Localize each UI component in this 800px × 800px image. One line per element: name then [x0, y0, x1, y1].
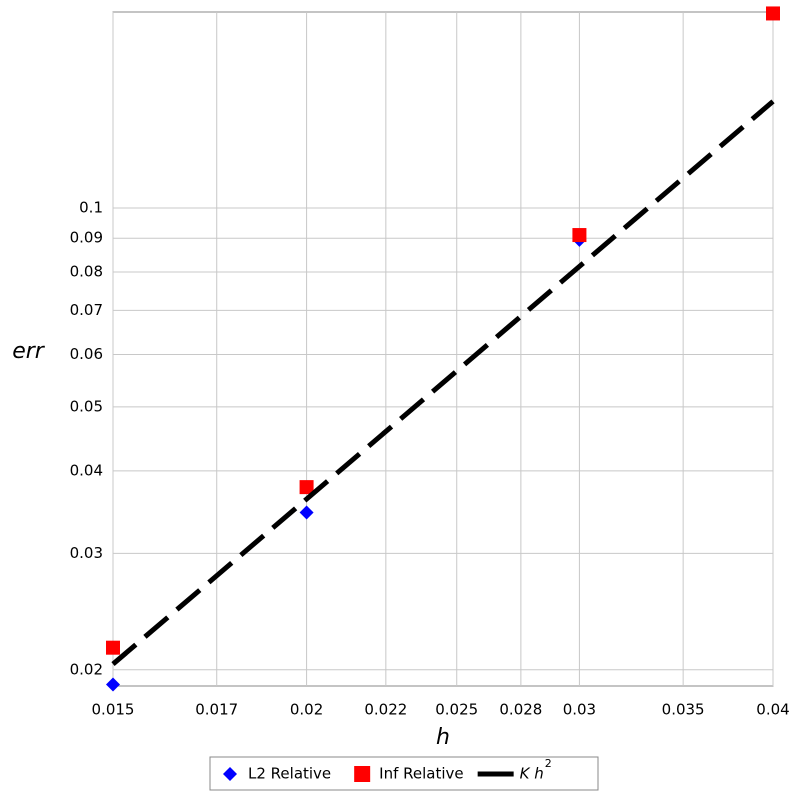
- plot-area: [112, 11, 774, 687]
- point: [299, 505, 314, 520]
- y-tick-label: 0.08: [70, 263, 103, 281]
- legend-superscript: 2: [545, 757, 552, 770]
- y-tick-label: 0.03: [70, 544, 103, 562]
- y-axis-label: err: [12, 339, 46, 364]
- point: [766, 6, 780, 21]
- y-tick-label: 0.02: [70, 660, 103, 678]
- legend-label: Inf Relative: [379, 765, 463, 783]
- y-tick-label: 0.07: [70, 301, 103, 319]
- legend-label: K h: [520, 765, 544, 783]
- y-tick-label: 0.06: [70, 345, 103, 363]
- legend-swatch: [223, 767, 237, 781]
- x-tick-label: 0.035: [662, 701, 705, 719]
- y-tick-label: 0.04: [70, 461, 103, 479]
- x-axis-label: h: [436, 725, 450, 750]
- y-tick-label: 0.09: [70, 229, 103, 247]
- x-tick-label: 0.025: [435, 701, 478, 719]
- x-tick-label: 0.028: [499, 701, 542, 719]
- point: [106, 677, 120, 692]
- point: [106, 640, 120, 655]
- legend-box: [209, 756, 599, 791]
- legend-swatch: [354, 766, 371, 782]
- x-tick-label: 0.015: [92, 701, 135, 719]
- legend-label: L2 Relative: [248, 765, 331, 783]
- y-tick-label: 0.1: [79, 198, 103, 216]
- fit-line: [111, 99, 775, 666]
- x-tick-label: 0.04: [756, 701, 789, 719]
- point: [572, 228, 587, 243]
- x-tick-label: 0.022: [364, 701, 407, 719]
- x-tick-label: 0.03: [563, 701, 596, 719]
- x-tick-label: 0.02: [290, 701, 323, 719]
- point: [299, 480, 314, 495]
- x-tick-label: 0.017: [195, 701, 238, 719]
- y-tick-label: 0.05: [70, 397, 103, 415]
